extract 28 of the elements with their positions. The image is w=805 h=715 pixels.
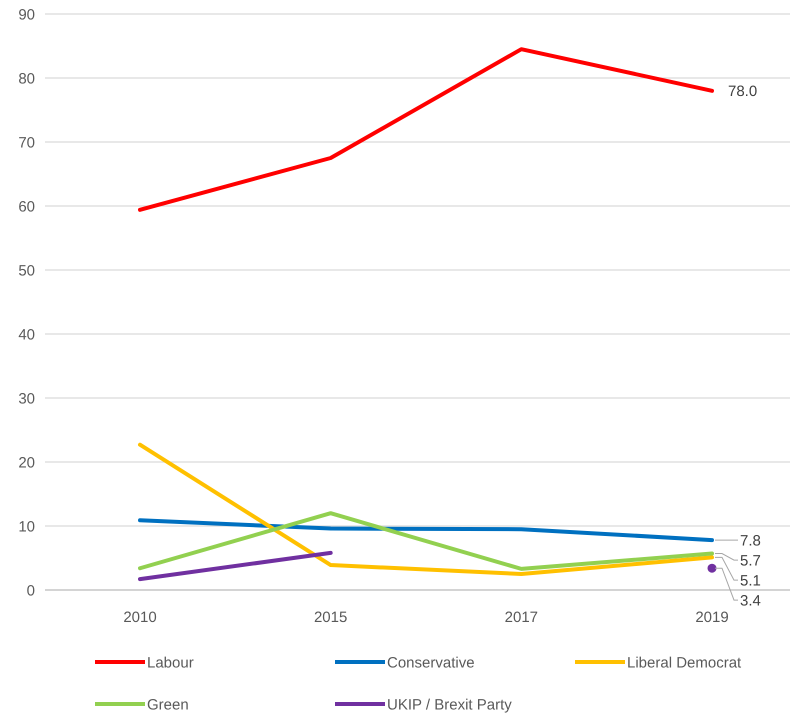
data-label: 3.4 xyxy=(740,592,761,610)
x-tick-label: 2010 xyxy=(123,609,157,626)
legend-label: Conservative xyxy=(387,654,475,672)
legend-label: Labour xyxy=(147,654,194,672)
y-tick-label: 50 xyxy=(18,262,35,280)
legend-label: Green xyxy=(147,696,189,714)
data-label: 5.1 xyxy=(740,572,761,590)
y-tick-label: 70 xyxy=(18,134,35,152)
x-tick-label: 2015 xyxy=(314,609,348,626)
line-series xyxy=(138,511,714,571)
line-series xyxy=(138,518,714,542)
y-tick-label: 20 xyxy=(18,454,35,472)
data-label: 78.0 xyxy=(728,83,758,100)
line-series xyxy=(138,47,714,212)
y-tick-label: 60 xyxy=(18,198,35,216)
legend-label: UKIP / Brexit Party xyxy=(387,696,512,714)
y-tick-label: 10 xyxy=(18,518,35,536)
y-tick-label: 80 xyxy=(18,70,35,88)
legend-label: Liberal Democrat xyxy=(627,654,742,672)
x-tick-label: 2017 xyxy=(504,609,538,626)
line-series xyxy=(138,442,714,576)
y-tick-label: 40 xyxy=(18,326,35,344)
y-tick-label: 0 xyxy=(26,582,35,600)
x-tick-label: 2019 xyxy=(695,609,729,626)
data-label: 5.7 xyxy=(740,552,761,570)
y-tick-label: 90 xyxy=(18,6,35,24)
y-tick-label: 30 xyxy=(18,390,35,408)
data-label: 7.8 xyxy=(740,532,761,550)
